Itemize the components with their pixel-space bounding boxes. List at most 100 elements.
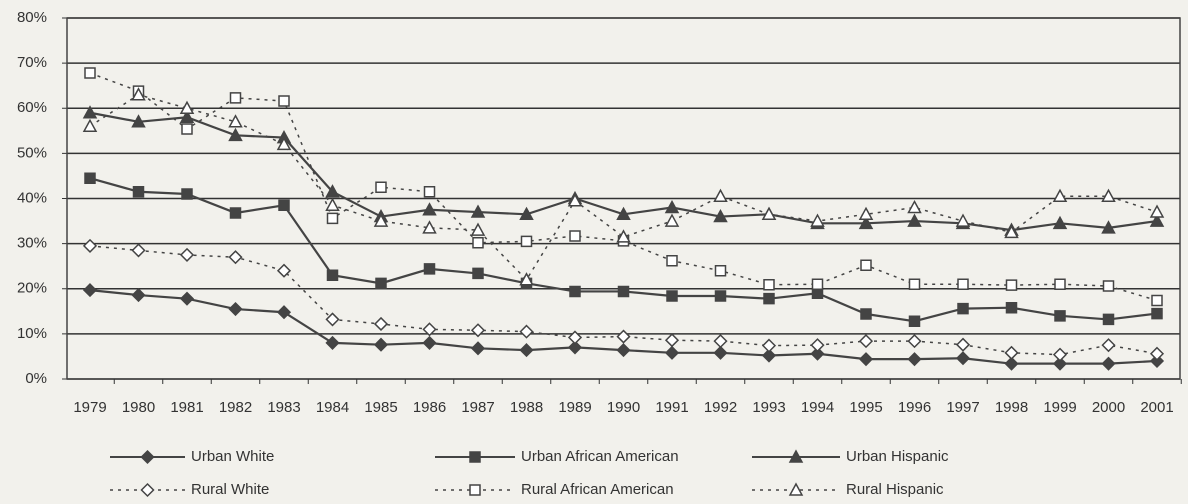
x-tick-label: 1985 [364, 399, 397, 416]
legend-label: Urban Hispanic [846, 448, 949, 465]
marker [907, 352, 922, 367]
marker [229, 92, 242, 104]
marker [519, 324, 534, 339]
marker [664, 199, 680, 214]
marker [1101, 220, 1116, 234]
marker [567, 340, 583, 355]
marker [131, 288, 146, 303]
x-tick-label: 1981 [170, 399, 203, 416]
marker [713, 188, 728, 202]
marker [375, 181, 387, 193]
marker [1005, 279, 1018, 291]
marker [858, 352, 874, 367]
marker [860, 308, 872, 320]
marker [1004, 345, 1019, 360]
legend-label: Rural White [191, 481, 269, 498]
marker [761, 348, 777, 363]
marker [908, 278, 921, 290]
marker [228, 301, 243, 317]
marker [422, 335, 437, 350]
marker [131, 114, 146, 128]
marker [82, 105, 98, 119]
marker [907, 199, 922, 214]
marker [1052, 347, 1068, 362]
legend-label: Urban White [191, 448, 274, 465]
marker [810, 213, 825, 227]
marker [278, 199, 290, 212]
marker [472, 236, 484, 249]
marker [422, 202, 437, 216]
legend-marker [469, 451, 481, 463]
marker [375, 277, 387, 290]
marker [858, 215, 874, 230]
marker [276, 305, 292, 320]
y-tick-label: 30% [17, 235, 47, 252]
marker [132, 185, 145, 198]
marker [713, 345, 728, 360]
x-tick-label: 1990 [607, 399, 640, 416]
marker [520, 235, 533, 248]
marker [229, 207, 242, 219]
x-tick-label: 1998 [995, 399, 1028, 416]
marker [810, 346, 825, 361]
marker [664, 333, 680, 348]
y-tick-label: 40% [17, 189, 47, 206]
x-tick-label: 1986 [413, 399, 446, 416]
marker [470, 204, 486, 218]
marker [179, 247, 195, 262]
marker [1149, 213, 1165, 227]
plot-frame [66, 17, 1181, 380]
marker [423, 263, 436, 275]
marker [1149, 346, 1165, 361]
x-tick-label: 2001 [1140, 399, 1173, 416]
marker [1052, 356, 1068, 371]
marker [714, 290, 727, 302]
marker [664, 345, 680, 360]
marker [326, 269, 339, 281]
marker [131, 87, 146, 101]
legend-marker [788, 449, 804, 463]
marker [422, 322, 437, 337]
marker [1101, 356, 1116, 371]
marker [1151, 294, 1163, 307]
marker [325, 184, 340, 198]
marker [858, 334, 874, 349]
x-tick-label: 1989 [558, 399, 591, 416]
series-line [89, 245, 1158, 356]
marker [373, 337, 389, 352]
marker [664, 213, 680, 227]
marker [1102, 313, 1115, 326]
marker [713, 208, 728, 223]
legend-label: Urban African American [521, 448, 679, 465]
marker [325, 312, 340, 327]
y-tick-label: 10% [17, 325, 47, 342]
y-tick-label: 70% [17, 54, 47, 71]
legend-marker [469, 484, 481, 496]
marker [326, 212, 339, 225]
x-tick-label: 2000 [1092, 399, 1125, 416]
marker [84, 172, 96, 184]
y-tick-label: 80% [17, 9, 47, 26]
marker [131, 243, 146, 258]
legend-marker [788, 482, 804, 496]
marker [276, 136, 292, 151]
marker [617, 285, 630, 298]
marker [1005, 301, 1018, 314]
marker [569, 285, 581, 298]
x-tick-label: 1984 [316, 399, 349, 416]
legend-marker [140, 449, 155, 465]
marker [1004, 224, 1019, 239]
x-tick-label: 1979 [73, 399, 106, 416]
marker [82, 283, 98, 298]
marker [179, 100, 195, 114]
marker [82, 238, 98, 253]
marker [810, 338, 825, 353]
x-tick-label: 1983 [267, 399, 300, 416]
marker [666, 290, 678, 302]
marker [957, 302, 969, 315]
marker [82, 118, 98, 133]
marker [181, 188, 193, 200]
marker [470, 341, 486, 356]
marker [761, 338, 777, 353]
marker [373, 213, 389, 227]
